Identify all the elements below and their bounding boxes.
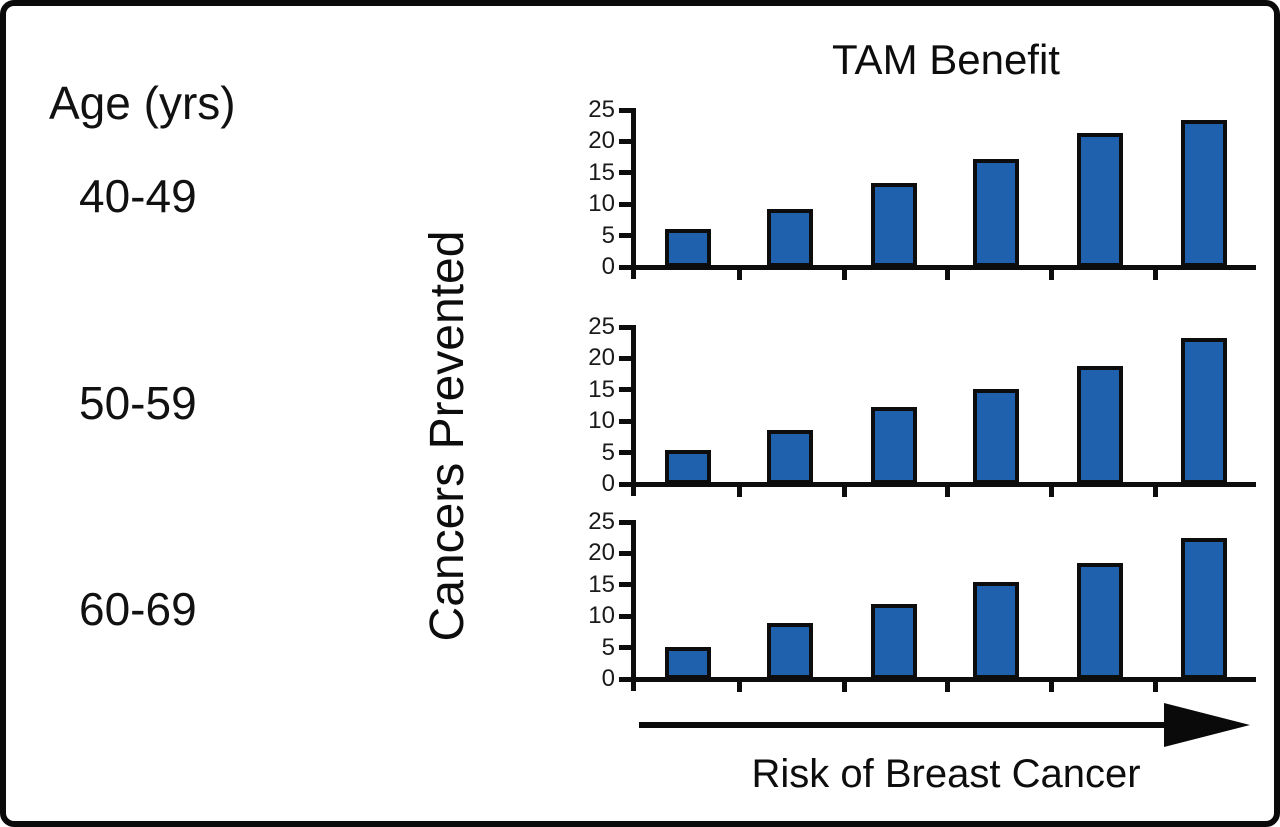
x-axis-tick: [1153, 679, 1158, 692]
y-axis-tick-label: 5: [601, 221, 615, 249]
x-axis-line: [631, 482, 1256, 487]
x-axis-tick: [737, 267, 742, 280]
y-axis-tick: [619, 550, 633, 556]
y-axis-tick: [619, 519, 633, 525]
y-axis-tick-label: 20: [588, 344, 615, 372]
x-axis-tick: [1049, 484, 1054, 497]
y-axis-tick-label: 10: [588, 190, 615, 218]
y-axis-line: [631, 108, 636, 279]
risk-arrow-head-icon: [1164, 703, 1250, 747]
bar: [973, 389, 1019, 484]
x-axis-line: [631, 265, 1256, 270]
y-axis-tick: [619, 324, 633, 330]
y-axis-tick-label: 0: [601, 470, 615, 497]
y-axis-tick-label: 25: [588, 508, 615, 535]
bar: [1077, 366, 1123, 484]
y-axis-tick-label: 15: [588, 570, 615, 598]
bar: [871, 407, 917, 484]
bar: [767, 430, 813, 484]
y-axis-tick-label: 20: [588, 539, 615, 567]
x-axis-line: [631, 677, 1256, 682]
y-axis-tick: [619, 264, 633, 270]
y-axis-tick: [619, 582, 633, 588]
age-group-label-40-49: 40-49: [79, 170, 197, 222]
x-axis-tick: [1153, 484, 1158, 497]
x-axis-tick: [737, 484, 742, 497]
y-axis-tick: [619, 201, 633, 207]
x-axis-tick: [842, 484, 847, 497]
y-axis-tick: [619, 450, 633, 456]
y-axis-tick-label: 15: [588, 375, 615, 403]
x-axis-tick: [1049, 267, 1054, 280]
age-column-header: Age (yrs): [49, 77, 236, 129]
y-axis-tick: [619, 613, 633, 619]
bar: [767, 623, 813, 679]
y-axis-line: [631, 520, 636, 691]
bar: [871, 183, 917, 267]
bar: [1077, 133, 1123, 267]
x-axis-tick: [945, 484, 950, 497]
y-axis-tick-label: 10: [588, 407, 615, 435]
chart-title: TAM Benefit: [832, 36, 1060, 83]
y-axis-tick-label: 20: [588, 127, 615, 155]
risk-arrow-line: [639, 722, 1179, 728]
x-axis-tick: [842, 267, 847, 280]
x-axis-tick: [1049, 679, 1054, 692]
y-axis-tick-label: 0: [601, 253, 615, 280]
y-axis-tick-label: 5: [601, 438, 615, 466]
y-axis-tick-label: 10: [588, 602, 615, 630]
y-axis-tick-label: 25: [588, 96, 615, 123]
y-axis-tick-label: 0: [601, 665, 615, 692]
bar: [973, 159, 1019, 267]
bar: [1077, 563, 1123, 679]
bar: [1181, 120, 1227, 267]
bar: [767, 209, 813, 267]
y-axis-tick-label: 15: [588, 158, 615, 186]
y-axis-tick: [619, 355, 633, 361]
y-axis-tick: [619, 676, 633, 682]
y-axis-tick-label: 25: [588, 313, 615, 340]
age-group-label-50-59: 50-59: [79, 377, 197, 429]
x-axis-tick: [737, 679, 742, 692]
x-axis-tick: [945, 679, 950, 692]
x-axis-title: Risk of Breast Cancer: [751, 752, 1141, 796]
x-axis-tick: [1153, 267, 1158, 280]
x-axis-tick: [842, 679, 847, 692]
y-axis-tick: [619, 418, 633, 424]
bar: [1181, 338, 1227, 484]
bar: [1181, 538, 1227, 679]
bar: [871, 604, 917, 679]
bar: [665, 229, 711, 267]
bar-chart-age-60-69: 0 5 10 15 20 25: [588, 508, 1261, 692]
y-axis-tick-label: 5: [601, 633, 615, 661]
y-axis-tick: [619, 233, 633, 239]
y-axis-title: Cancers Prevented: [421, 230, 474, 642]
y-axis-tick: [619, 107, 633, 113]
bar: [973, 582, 1019, 679]
y-axis-tick: [619, 387, 633, 393]
age-group-label-60-69: 60-69: [79, 583, 197, 635]
y-axis-tick: [619, 481, 633, 487]
bar: [665, 450, 711, 484]
bar-chart-age-40-49: 0 5 10 15 20 25: [588, 96, 1261, 280]
x-axis-tick: [945, 267, 950, 280]
y-axis-tick: [619, 645, 633, 651]
y-axis-tick: [619, 138, 633, 144]
bar: [665, 647, 711, 679]
y-axis-line: [631, 325, 636, 496]
y-axis-tick: [619, 170, 633, 176]
bar-chart-age-50-59: 0 5 10 15 20 25: [588, 313, 1261, 497]
